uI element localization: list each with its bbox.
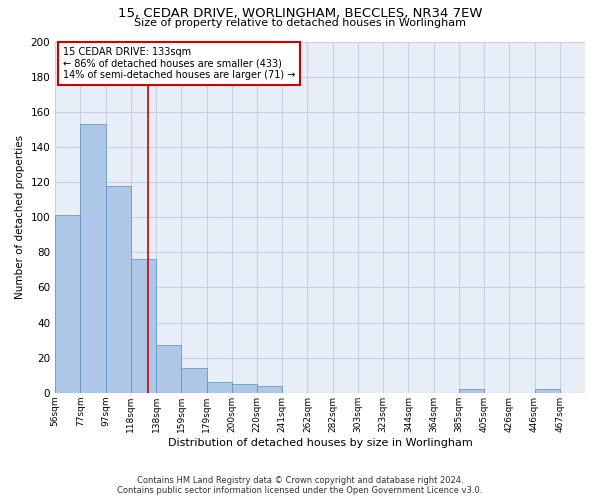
Bar bbox=[459, 390, 484, 393]
Text: Size of property relative to detached houses in Worlingham: Size of property relative to detached ho… bbox=[134, 18, 466, 28]
Text: 15, CEDAR DRIVE, WORLINGHAM, BECCLES, NR34 7EW: 15, CEDAR DRIVE, WORLINGHAM, BECCLES, NR… bbox=[118, 8, 482, 20]
Bar bbox=[156, 346, 181, 393]
Text: 15 CEDAR DRIVE: 133sqm
← 86% of detached houses are smaller (433)
14% of semi-de: 15 CEDAR DRIVE: 133sqm ← 86% of detached… bbox=[63, 47, 295, 80]
Bar bbox=[206, 382, 232, 393]
X-axis label: Distribution of detached houses by size in Worlingham: Distribution of detached houses by size … bbox=[168, 438, 472, 448]
Bar bbox=[232, 384, 257, 393]
Y-axis label: Number of detached properties: Number of detached properties bbox=[15, 135, 25, 299]
Bar bbox=[106, 186, 131, 393]
Text: Contains HM Land Registry data © Crown copyright and database right 2024.
Contai: Contains HM Land Registry data © Crown c… bbox=[118, 476, 482, 495]
Bar bbox=[80, 124, 106, 393]
Bar bbox=[131, 260, 156, 393]
Bar bbox=[257, 386, 282, 393]
Bar bbox=[535, 390, 560, 393]
Bar bbox=[55, 216, 80, 393]
Bar bbox=[181, 368, 206, 393]
